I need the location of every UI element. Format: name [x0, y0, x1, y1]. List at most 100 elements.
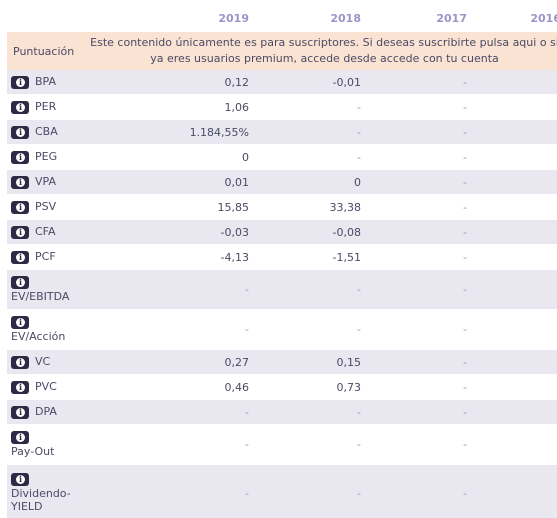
- value-cell-2016: -: [473, 70, 557, 95]
- value-cell-2016: -: [473, 169, 557, 195]
- value-cell-2017: -: [367, 194, 473, 220]
- row-label: VPA: [35, 175, 56, 189]
- row-label: PVC: [35, 380, 57, 394]
- value-cell-2019: -4,13: [82, 244, 255, 270]
- value-cell-2017: -: [367, 309, 473, 350]
- table-row: CFA-0,03-0,08--: [7, 219, 557, 245]
- table-row: DPA----: [7, 399, 557, 425]
- value-cell-2016: -: [473, 309, 557, 350]
- value-cell-2019: 15,85: [82, 194, 255, 220]
- row-label: PCF: [35, 250, 56, 264]
- info-icon[interactable]: [11, 405, 29, 419]
- value-cell-2017: -: [367, 144, 473, 170]
- year-header-2018: 2018: [330, 11, 361, 25]
- value-cell-2018: -1,51: [255, 244, 367, 270]
- value-cell-2016: -: [473, 144, 557, 170]
- row-label: Pay-Out: [11, 444, 55, 458]
- row-label-cell: DPA: [7, 399, 82, 425]
- row-label-cell: EV/EBITDA: [7, 269, 82, 310]
- info-icon[interactable]: [11, 355, 29, 369]
- info-icon[interactable]: [11, 276, 29, 289]
- puntuacion-label: Puntuación: [7, 32, 82, 70]
- row-label-cell: EV/Acción: [7, 309, 82, 350]
- value-cell-2017: -: [367, 119, 473, 145]
- row-label-cell: PER: [7, 94, 82, 120]
- value-cell-2018: -: [255, 144, 367, 170]
- row-label-cell: BPA: [7, 70, 82, 95]
- value-cell-2019: -: [82, 424, 255, 465]
- value-cell-2019: -: [82, 309, 255, 350]
- value-cell-2018: -: [255, 309, 367, 350]
- value-cell-2019: 0,27: [82, 349, 255, 375]
- row-label-cell: PCF: [7, 244, 82, 270]
- table-row: VC0,270,15--: [7, 349, 557, 375]
- info-icon[interactable]: [11, 150, 29, 164]
- row-label: PEG: [35, 150, 58, 164]
- row-label-cell: VC: [7, 349, 82, 375]
- table-row: Dividendo-YIELD----: [7, 464, 557, 518]
- info-icon[interactable]: [11, 175, 29, 189]
- info-icon[interactable]: [11, 75, 29, 89]
- value-cell-2017: -: [367, 269, 473, 310]
- info-icon[interactable]: [11, 316, 29, 329]
- info-icon[interactable]: [11, 100, 29, 114]
- row-label-cell: CFA: [7, 219, 82, 245]
- value-cell-2018: -: [255, 464, 367, 518]
- value-cell-2018: 0,15: [255, 349, 367, 375]
- info-icon[interactable]: [11, 473, 29, 486]
- value-cell-2017: -: [367, 374, 473, 400]
- row-label: PSV: [35, 200, 57, 214]
- row-label-cell: PSV: [7, 194, 82, 220]
- value-cell-2016: -: [473, 94, 557, 120]
- value-cell-2019: -: [82, 464, 255, 518]
- value-cell-2019: 0: [82, 144, 255, 170]
- info-icon[interactable]: [11, 380, 29, 394]
- value-cell-2016: -: [473, 194, 557, 220]
- subscription-message[interactable]: Este contenido únicamente es para suscri…: [82, 32, 557, 70]
- subscription-banner-row[interactable]: Puntuación Este contenido únicamente es …: [7, 32, 557, 70]
- info-icon[interactable]: [11, 200, 29, 214]
- value-cell-2017: -: [367, 169, 473, 195]
- value-cell-2016: -: [473, 269, 557, 310]
- info-icon[interactable]: [11, 250, 29, 264]
- row-label: Dividendo-YIELD: [11, 487, 71, 513]
- row-label-cell: VPA: [7, 169, 82, 195]
- value-cell-2016: -: [473, 374, 557, 400]
- row-label: BPA: [35, 75, 57, 89]
- row-label-cell: PVC: [7, 374, 82, 400]
- info-icon[interactable]: [11, 125, 29, 139]
- value-cell-2017: -: [367, 424, 473, 465]
- year-header-2019: 2019: [218, 11, 249, 25]
- value-cell-2019: 0,01: [82, 169, 255, 195]
- table-row: EV/EBITDA----: [7, 269, 557, 310]
- row-label-cell: Dividendo-YIELD: [7, 464, 82, 518]
- value-cell-2017: -: [367, 70, 473, 95]
- value-cell-2019: 0,12: [82, 70, 255, 95]
- value-cell-2018: -: [255, 119, 367, 145]
- info-icon[interactable]: [11, 225, 29, 239]
- value-cell-2016: -: [473, 424, 557, 465]
- value-cell-2018: -0,01: [255, 70, 367, 95]
- value-cell-2018: -: [255, 424, 367, 465]
- info-icon[interactable]: [11, 430, 29, 444]
- value-cell-2017: -: [367, 94, 473, 120]
- value-cell-2019: 0,46: [82, 374, 255, 400]
- row-label-cell: PEG: [7, 144, 82, 170]
- ratios-table: 2019 2018 2017 2016 Puntuación Este cont…: [7, 4, 557, 518]
- value-cell-2018: -: [255, 269, 367, 310]
- row-label-cell: Pay-Out: [7, 424, 82, 465]
- year-header-row: 2019 2018 2017 2016: [7, 4, 557, 32]
- value-cell-2018: -0,08: [255, 219, 367, 245]
- value-cell-2017: -: [367, 244, 473, 270]
- row-label: EV/Acción: [11, 330, 66, 343]
- value-cell-2016: -: [473, 219, 557, 245]
- value-cell-2019: -: [82, 399, 255, 425]
- value-cell-2019: 1,06: [82, 94, 255, 120]
- year-header-2016: 2016: [530, 11, 557, 25]
- row-label: PER: [35, 100, 57, 114]
- value-cell-2017: -: [367, 464, 473, 518]
